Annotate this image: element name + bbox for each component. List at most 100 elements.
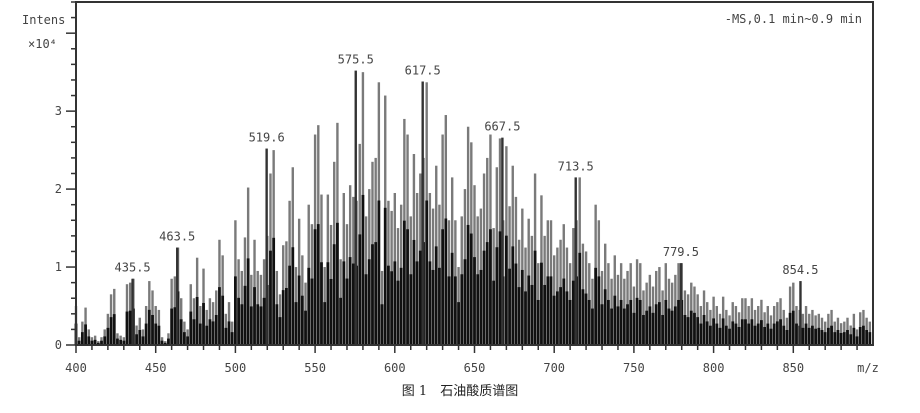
x-tick-label: 450 xyxy=(145,361,167,375)
spectrum-peak-base xyxy=(606,299,610,345)
labeled-peak xyxy=(679,263,683,345)
spectrum-peak-base xyxy=(779,319,782,345)
spectrum-peak-base xyxy=(125,311,129,345)
spectrum-peak-base xyxy=(262,297,266,345)
spectrum-peak-base xyxy=(661,314,664,345)
spectrum-peak-base xyxy=(450,252,454,345)
spectrum-peak-base xyxy=(658,302,661,345)
spectrum-peak-base xyxy=(326,262,330,345)
spectrum-peak-base xyxy=(737,326,741,345)
spectrum-peak-base xyxy=(469,233,473,345)
spectrum-peak-base xyxy=(412,239,416,345)
spectrum-peak-base xyxy=(383,207,387,345)
spectrum-peak-base xyxy=(387,265,390,345)
peak-label: 713.5 xyxy=(558,159,594,173)
spectrum-peak-base xyxy=(495,247,499,345)
spectrum-peak-base xyxy=(441,229,445,345)
spectrum-peak-base xyxy=(868,332,872,345)
labeled-peak xyxy=(354,70,357,345)
spectrum-peak-base xyxy=(520,269,524,345)
spectrum-peak-base xyxy=(345,278,349,345)
spectrum-peak-base xyxy=(460,274,464,345)
spectrum-peak-base xyxy=(198,323,202,345)
labeled-peak xyxy=(131,278,134,345)
spectrum-peak-base xyxy=(645,310,649,345)
spectrum-peak-base xyxy=(836,329,840,345)
spectrum-peak-base xyxy=(227,321,231,345)
spectrum-peak-base xyxy=(473,257,476,345)
spectrum-peak-base xyxy=(406,229,409,345)
spectrum-peak-base xyxy=(712,318,715,345)
spectrum-peak-base xyxy=(747,323,751,345)
spectrum-peak-base xyxy=(377,200,381,345)
spectrum-peak-base xyxy=(715,323,719,345)
spectrum-peak-base xyxy=(709,325,712,345)
spectrum-peak-base xyxy=(463,259,467,345)
labeled-peak xyxy=(799,281,802,345)
spectrum-peak-base xyxy=(862,325,865,345)
spectrum-peak-base xyxy=(485,242,489,345)
spectrum-peak-base xyxy=(371,244,374,345)
spectrum-peak-base xyxy=(103,336,107,345)
y-tick-label: 1 xyxy=(55,260,62,274)
labeled-peak xyxy=(501,137,504,345)
spectrum-peak-base xyxy=(297,275,301,345)
spectrum-peak-base xyxy=(151,314,154,345)
spectrum-peak-base xyxy=(740,319,744,345)
spectrum-peak-base xyxy=(202,302,205,345)
spectrum-peak-base xyxy=(677,299,680,345)
spectrum-peak-base xyxy=(300,295,304,345)
spectrum-peak-base xyxy=(348,257,352,345)
spectrum-peak-base xyxy=(597,276,601,345)
spectrum-peak-base xyxy=(814,328,818,345)
spectrum-peak-base xyxy=(788,312,792,345)
spectrum-peak-base xyxy=(170,308,174,345)
spectrum-peak-base xyxy=(839,332,843,345)
spectrum-peak-base xyxy=(434,246,438,345)
spectrum-peak-base xyxy=(842,332,846,345)
spectrum-peak-base xyxy=(339,297,343,345)
spectrum-peak-base xyxy=(84,324,87,345)
x-tick-label: 600 xyxy=(384,361,406,375)
spectrum-peak-base xyxy=(581,289,585,345)
spectrum-peak-base xyxy=(256,304,260,345)
spectrum-peak-base xyxy=(498,231,502,345)
spectrum-peak-base xyxy=(214,314,218,345)
spectrum-peak-base xyxy=(852,327,856,345)
spectrum-peak-base xyxy=(116,338,119,345)
peak-label: 854.5 xyxy=(782,263,818,277)
spectrum-peak-base xyxy=(616,306,620,345)
spectrum-peak-base xyxy=(316,224,320,345)
spectrum-peak-base xyxy=(584,293,588,345)
spectrum-peak-base xyxy=(208,319,212,345)
x-axis-label: m/z xyxy=(857,361,879,375)
spectrum-peak-base xyxy=(760,320,763,345)
spectrum-peak-base xyxy=(728,328,731,345)
spectrum-peak-base xyxy=(313,229,317,345)
spectrum-peak-base xyxy=(438,267,441,345)
spectrum-peak-base xyxy=(336,222,339,345)
spectrum-peak-base xyxy=(428,261,432,345)
spectrum-peak-base xyxy=(517,287,521,345)
spectrum-peak-base xyxy=(817,327,821,345)
spectrum-peak-base xyxy=(683,314,687,345)
x-tick-label: 800 xyxy=(703,361,725,375)
spectrum-peak-base xyxy=(167,338,170,345)
spectrum-peak-base xyxy=(734,323,738,345)
spectrum-peak-base xyxy=(546,276,550,345)
spectrum-peak-base xyxy=(795,323,798,345)
peak-label: 463.5 xyxy=(159,230,195,244)
spectrum-peak-base xyxy=(122,340,126,345)
spectrum-peak-base xyxy=(766,323,770,345)
spectrum-peak-base xyxy=(186,336,189,345)
spectrum-peak-base xyxy=(642,314,645,345)
spectrum-peak-base xyxy=(425,200,429,345)
spectrum-peak-base xyxy=(613,295,617,345)
spectrum-peak-base xyxy=(253,287,256,345)
spectrum-peak-base xyxy=(699,323,703,345)
x-tick-label: 750 xyxy=(623,361,645,375)
spectrum-peak-base xyxy=(135,334,138,345)
spectrum-peak-base xyxy=(826,327,830,345)
spectrum-peak-base xyxy=(670,310,674,345)
spectrum-peak-base xyxy=(119,339,123,345)
